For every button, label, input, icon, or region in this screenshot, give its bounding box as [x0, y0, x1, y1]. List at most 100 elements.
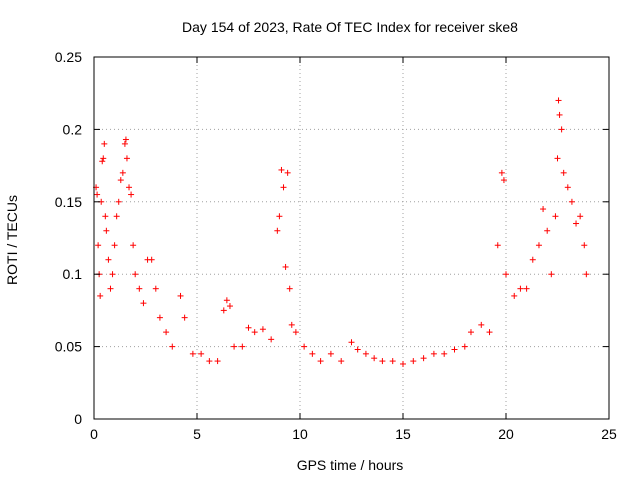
data-point — [511, 292, 518, 299]
data-point — [568, 198, 575, 205]
data-point — [100, 155, 107, 162]
data-point — [503, 271, 509, 278]
data-point — [117, 177, 124, 184]
data-point — [163, 329, 170, 336]
y-tick-label: 0.2 — [63, 121, 83, 137]
data-point — [540, 206, 547, 213]
data-point — [94, 191, 101, 198]
data-point — [280, 184, 287, 191]
data-point — [560, 169, 567, 176]
x-tick-label: 15 — [395, 426, 411, 442]
data-point — [292, 329, 299, 336]
x-tick-label: 0 — [90, 426, 98, 442]
data-point — [461, 343, 468, 350]
data-points — [93, 97, 590, 367]
y-tick-label: 0.05 — [55, 339, 82, 355]
data-point — [148, 256, 155, 263]
data-point — [552, 213, 559, 220]
data-point — [288, 321, 295, 328]
x-tick-label: 5 — [193, 426, 201, 442]
data-point — [115, 198, 122, 205]
data-point — [420, 355, 427, 362]
data-point — [529, 256, 536, 263]
data-point — [309, 350, 316, 357]
data-point — [206, 358, 213, 365]
data-point — [121, 140, 128, 147]
data-point — [555, 97, 562, 104]
data-point — [467, 329, 474, 336]
data-point — [362, 350, 369, 357]
data-point — [286, 285, 293, 292]
data-point — [128, 191, 135, 198]
data-point — [554, 155, 561, 162]
data-point — [268, 336, 275, 343]
data-point — [389, 358, 396, 365]
data-point — [156, 314, 163, 321]
data-point — [239, 343, 246, 350]
data-point — [245, 324, 252, 331]
data-point — [284, 169, 291, 176]
data-point — [223, 297, 230, 304]
data-point — [400, 360, 406, 367]
data-point — [111, 242, 118, 249]
data-point — [132, 271, 139, 278]
data-point — [430, 350, 437, 357]
data-point — [379, 358, 386, 365]
data-point — [99, 158, 106, 165]
data-point — [500, 177, 507, 184]
x-axis-label: GPS time / hours — [297, 457, 404, 473]
data-point — [113, 213, 120, 220]
data-point — [486, 329, 493, 336]
data-point — [169, 343, 176, 350]
y-tick-label: 0.15 — [55, 194, 82, 210]
data-point — [107, 285, 114, 292]
data-point — [564, 184, 571, 191]
data-point — [558, 126, 565, 133]
data-point — [354, 346, 361, 353]
data-point — [371, 355, 378, 362]
data-point — [231, 343, 238, 350]
data-point — [278, 166, 285, 173]
y-axis-label: ROTI / TECUs — [4, 195, 20, 285]
data-point — [251, 329, 258, 336]
data-point — [301, 343, 308, 350]
data-point — [189, 350, 196, 357]
data-point — [119, 169, 126, 176]
axes: 0 5 10 15 20 25 0 0.05 0.1 0.15 0.2 0.25 — [55, 49, 617, 442]
y-tick-label: 0 — [74, 411, 82, 427]
data-point — [441, 350, 448, 357]
data-point — [523, 285, 530, 292]
data-point — [102, 213, 109, 220]
data-point — [276, 213, 283, 220]
data-point — [517, 285, 524, 292]
data-point — [535, 242, 542, 249]
data-point — [136, 285, 143, 292]
data-point — [544, 227, 551, 234]
data-point — [327, 350, 334, 357]
data-point — [140, 300, 147, 307]
data-point — [274, 227, 281, 234]
data-point — [556, 111, 563, 118]
data-point — [181, 314, 188, 321]
data-point — [478, 321, 485, 328]
data-point — [95, 242, 102, 249]
data-point — [494, 242, 501, 249]
data-point — [282, 263, 289, 270]
x-tick-label: 20 — [498, 426, 514, 442]
data-point — [581, 242, 588, 249]
grid — [94, 57, 609, 419]
data-point — [348, 339, 355, 346]
data-point — [451, 346, 458, 353]
data-point — [259, 326, 266, 333]
data-point — [105, 256, 112, 263]
data-point — [130, 242, 137, 249]
data-point — [103, 227, 110, 234]
data-point — [317, 358, 324, 365]
data-point — [573, 220, 580, 227]
x-tick-label: 25 — [601, 426, 617, 442]
data-point — [214, 358, 221, 365]
plot-frame — [93, 56, 610, 420]
data-point — [583, 271, 590, 278]
data-point — [410, 358, 417, 365]
data-point — [126, 184, 133, 191]
